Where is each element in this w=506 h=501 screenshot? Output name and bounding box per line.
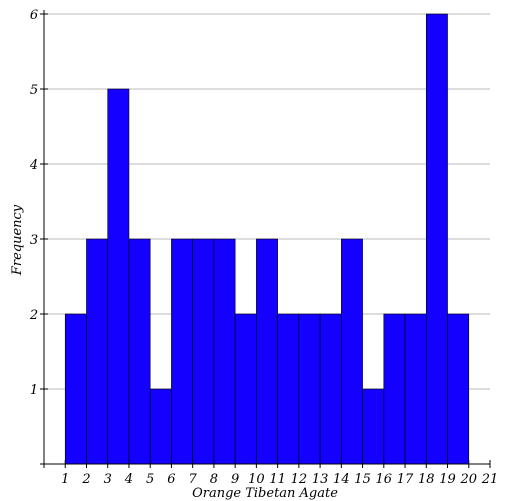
x-axis-title: Orange Tibetan Agate [192,486,338,501]
bar-8-9 [213,238,236,465]
x-tick-label-18: 18 [418,472,435,487]
x-tick-label-5: 5 [146,472,154,487]
x-tick-label-16: 16 [376,472,393,487]
histogram-bars [64,13,470,465]
bar-6-7 [171,238,193,465]
y-tick-label-2: 2 [29,308,38,323]
bar-1-2 [64,313,87,465]
y-axis-title: Frequency [10,204,25,276]
x-tick-label-2: 2 [81,472,90,487]
bar-2-3 [86,238,109,465]
x-tick-label-3: 3 [104,472,112,487]
y-tick-label-3: 3 [30,233,38,248]
bar-7-8 [192,238,215,465]
x-tick-label-12: 12 [291,472,308,487]
x-tick-label-6: 6 [167,472,175,487]
bar-14-15 [341,238,363,465]
x-tick-label-21: 21 [481,472,499,487]
bar-19-20 [447,313,470,465]
y-tick-label-6: 6 [30,8,38,23]
bar-16-17 [383,313,406,465]
bar-17-18 [404,313,427,465]
bar-4-5 [128,238,151,465]
x-tick-label-11: 11 [269,472,286,487]
x-tick-label-1: 1 [61,472,69,487]
x-tick-label-17: 17 [397,472,414,487]
bar-10-11 [256,238,278,465]
y-tick-label-4: 4 [29,158,38,173]
bar-18-19 [425,13,448,465]
y-tick-label-5: 5 [30,83,38,98]
x-tick-label-10: 10 [248,472,265,487]
x-tick-label-8: 8 [210,472,218,487]
bar-5-6 [149,388,172,465]
x-tick-label-15: 15 [354,472,371,487]
x-tick-label-9: 9 [231,472,239,487]
bar-13-14 [319,313,342,465]
x-tick-label-20: 20 [459,472,477,487]
bar-9-10 [234,313,257,465]
x-tick-label-13: 13 [312,472,329,487]
bar-15-16 [362,388,385,465]
x-tick-label-19: 19 [439,472,456,487]
x-tick-label-7: 7 [189,472,198,487]
bar-3-4 [107,88,130,465]
x-tick-label-4: 4 [124,472,133,487]
x-tick-label-14: 14 [333,472,350,487]
y-tick-label-1: 1 [30,383,38,398]
bar-11-12 [277,313,300,465]
bar-12-13 [298,313,321,465]
axes [40,10,491,468]
